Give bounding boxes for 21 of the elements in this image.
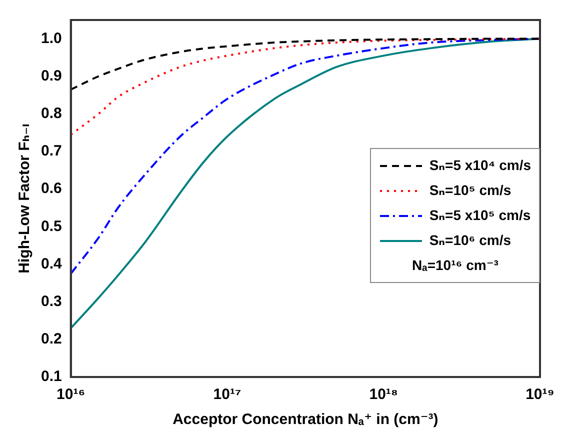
- x-tick-label: 10¹⁸: [369, 386, 398, 404]
- y-tick-label: 0.6: [40, 180, 62, 198]
- y-tick-label: 0.8: [40, 105, 62, 122]
- y-tick-label: 0.9: [40, 68, 62, 85]
- y-tick-label: 0.7: [40, 142, 62, 160]
- annotation: Nₐ=10¹⁶ cm⁻³: [410, 256, 500, 275]
- y-tick-label: 1.0: [40, 30, 62, 47]
- x-tick-label: 10¹⁷: [213, 386, 242, 404]
- x-axis-title: Acceptor Concentration Nₐ⁺ in (cm⁻³): [172, 411, 438, 428]
- y-axis-title: High-Low Factor Fₕ₋ₗ: [16, 124, 34, 274]
- x-tick-label: 10¹⁹: [526, 386, 554, 404]
- legend-label: Sₙ=5 x10⁵ cm/s: [429, 206, 531, 225]
- y-tick-label: 0.5: [40, 218, 62, 235]
- legend-label: Sₙ=10⁶ cm/s: [429, 231, 512, 250]
- y-tick-label: 0.4: [40, 255, 62, 272]
- x-tick-label: 10¹⁶: [56, 386, 86, 404]
- y-tick-label: 0.3: [40, 292, 62, 310]
- legend-label: Sₙ=5 x10⁴ cm/s: [429, 156, 531, 175]
- y-tick-label: 0.1: [40, 368, 62, 386]
- legend-label: Sₙ=10⁵ cm/s: [429, 181, 512, 200]
- y-tick-label: 0.2: [40, 330, 62, 348]
